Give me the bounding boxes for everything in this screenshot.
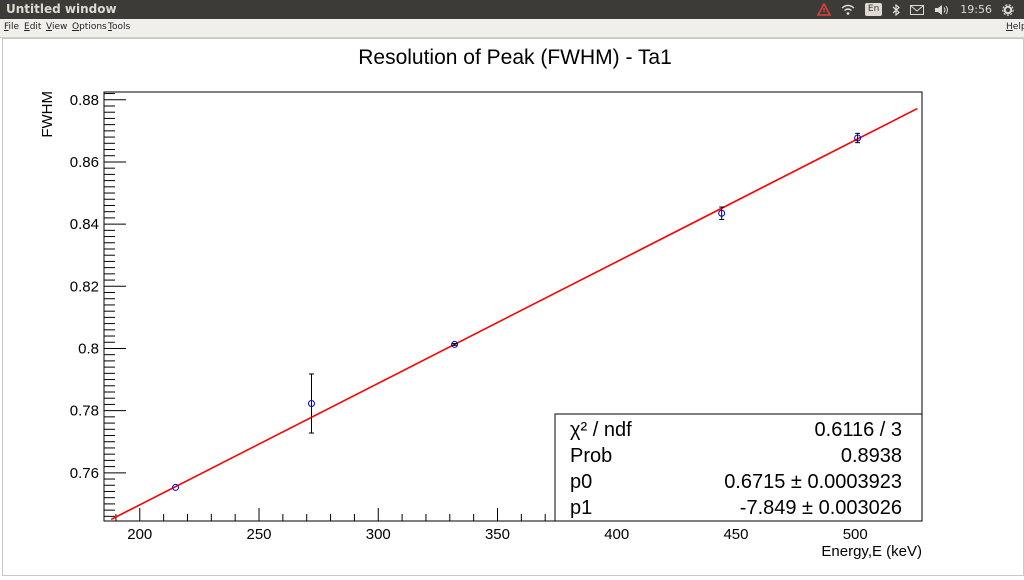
menu-help[interactable]: Help (1006, 22, 1024, 32)
x-tick-label: 450 (723, 526, 748, 543)
window-title: Untitled window (6, 2, 117, 16)
stats-name-chi2: χ² / ndf (570, 419, 632, 441)
top-panel: Untitled window En 19:56 (0, 0, 1024, 19)
stats-name-p1: p1 (570, 497, 592, 519)
x-tick-label: 200 (127, 526, 152, 543)
stats-value-p1: -7.849 ± 0.003026 (740, 497, 902, 519)
x-tick-label: 400 (604, 526, 629, 543)
y-tick-label: 0.8 (78, 340, 99, 357)
y-tick-label: 0.88 (70, 92, 99, 109)
keyboard-language-icon[interactable]: En (864, 3, 883, 16)
menu-options[interactable]: Options (72, 22, 107, 32)
menu-bar: File Edit View Options Tools Help (0, 19, 1024, 38)
gear-icon[interactable] (1002, 3, 1014, 16)
stats-name-p0: p0 (570, 471, 592, 493)
chart-title: Resolution of Peak (FWHM) - Ta1 (358, 46, 672, 69)
menu-view[interactable]: View (46, 22, 68, 32)
data-point (718, 209, 726, 217)
stats-value-p0: 0.6715 ± 0.0003923 (724, 471, 902, 493)
alert-icon[interactable] (816, 3, 831, 16)
chart-svg: Resolution of Peak (FWHM) - Ta1 0.76 0.78… (39, 46, 923, 560)
data-point (451, 340, 459, 348)
wifi-icon[interactable] (841, 4, 855, 16)
y-tick-label: 0.76 (70, 465, 99, 482)
fit-line (110, 107, 918, 521)
stats-box-frame (554, 413, 923, 522)
x-tick-label: 250 (246, 526, 271, 543)
root-canvas[interactable]: Resolution of Peak (FWHM) - Ta1 0.76 0.78… (2, 38, 1024, 576)
y-tick-label: 0.84 (70, 216, 99, 233)
stats-value-prob: 0.8938 (841, 445, 902, 467)
y-tick-label: 0.82 (70, 278, 99, 295)
stats-value-chi2: 0.6116 / 3 (815, 419, 902, 441)
x-tick-label: 350 (485, 526, 510, 543)
data-point (307, 399, 315, 407)
volume-icon[interactable] (934, 4, 950, 16)
x-tick-label: 300 (366, 526, 391, 543)
plot-frame (103, 91, 923, 522)
y-tick-label: 0.86 (70, 154, 99, 171)
bluetooth-icon[interactable] (892, 3, 901, 16)
x-tick-label: 500 (843, 526, 868, 543)
y-tick-label: 0.78 (70, 403, 99, 420)
clock[interactable]: 19:56 (960, 3, 992, 16)
data-point (854, 134, 862, 142)
stats-name-prob: Prob (570, 445, 612, 467)
system-tray: En 19:56 (816, 0, 1024, 19)
x-axis-label: Energy,E (keV) (821, 543, 922, 560)
menu-edit[interactable]: Edit (24, 22, 42, 32)
menu-file[interactable]: File (4, 22, 20, 32)
mail-icon[interactable] (910, 4, 925, 15)
data-point (172, 483, 180, 491)
fit-stats-box: χ² / ndf 0.6116 / 3 Prob 0.8938 p0 0.671… (554, 413, 923, 522)
y-axis-label: FWHM (39, 91, 56, 138)
menu-tools[interactable]: Tools (108, 22, 131, 32)
